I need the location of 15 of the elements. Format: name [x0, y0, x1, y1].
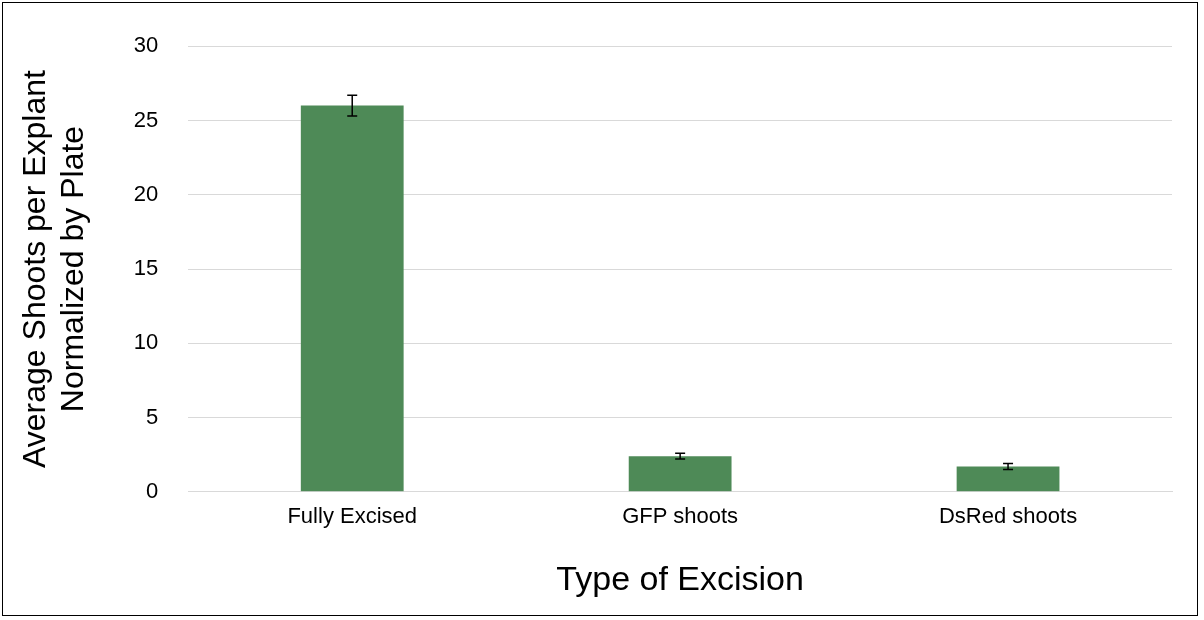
- y-tick-label: 5: [146, 403, 159, 429]
- bar: [300, 105, 404, 492]
- y-tick-label: 20: [133, 180, 159, 206]
- x-tick-label: DsRed shoots: [938, 503, 1078, 529]
- y-tick-label: 10: [133, 329, 159, 355]
- x-tick-label: Fully Excised: [287, 503, 418, 529]
- y-tick-label: 15: [133, 255, 159, 281]
- y-tick-label: 25: [133, 106, 159, 132]
- bar: [628, 456, 732, 492]
- x-axis-title: Type of Excision: [556, 558, 804, 597]
- x-tick-label: GFP shoots: [622, 503, 739, 529]
- y-tick-label: 0: [146, 477, 159, 503]
- bar: [956, 466, 1060, 492]
- y-axis-title: Average Shoots per Explant Normalized by Plate: [16, 69, 91, 468]
- y-tick-label: 30: [133, 32, 159, 58]
